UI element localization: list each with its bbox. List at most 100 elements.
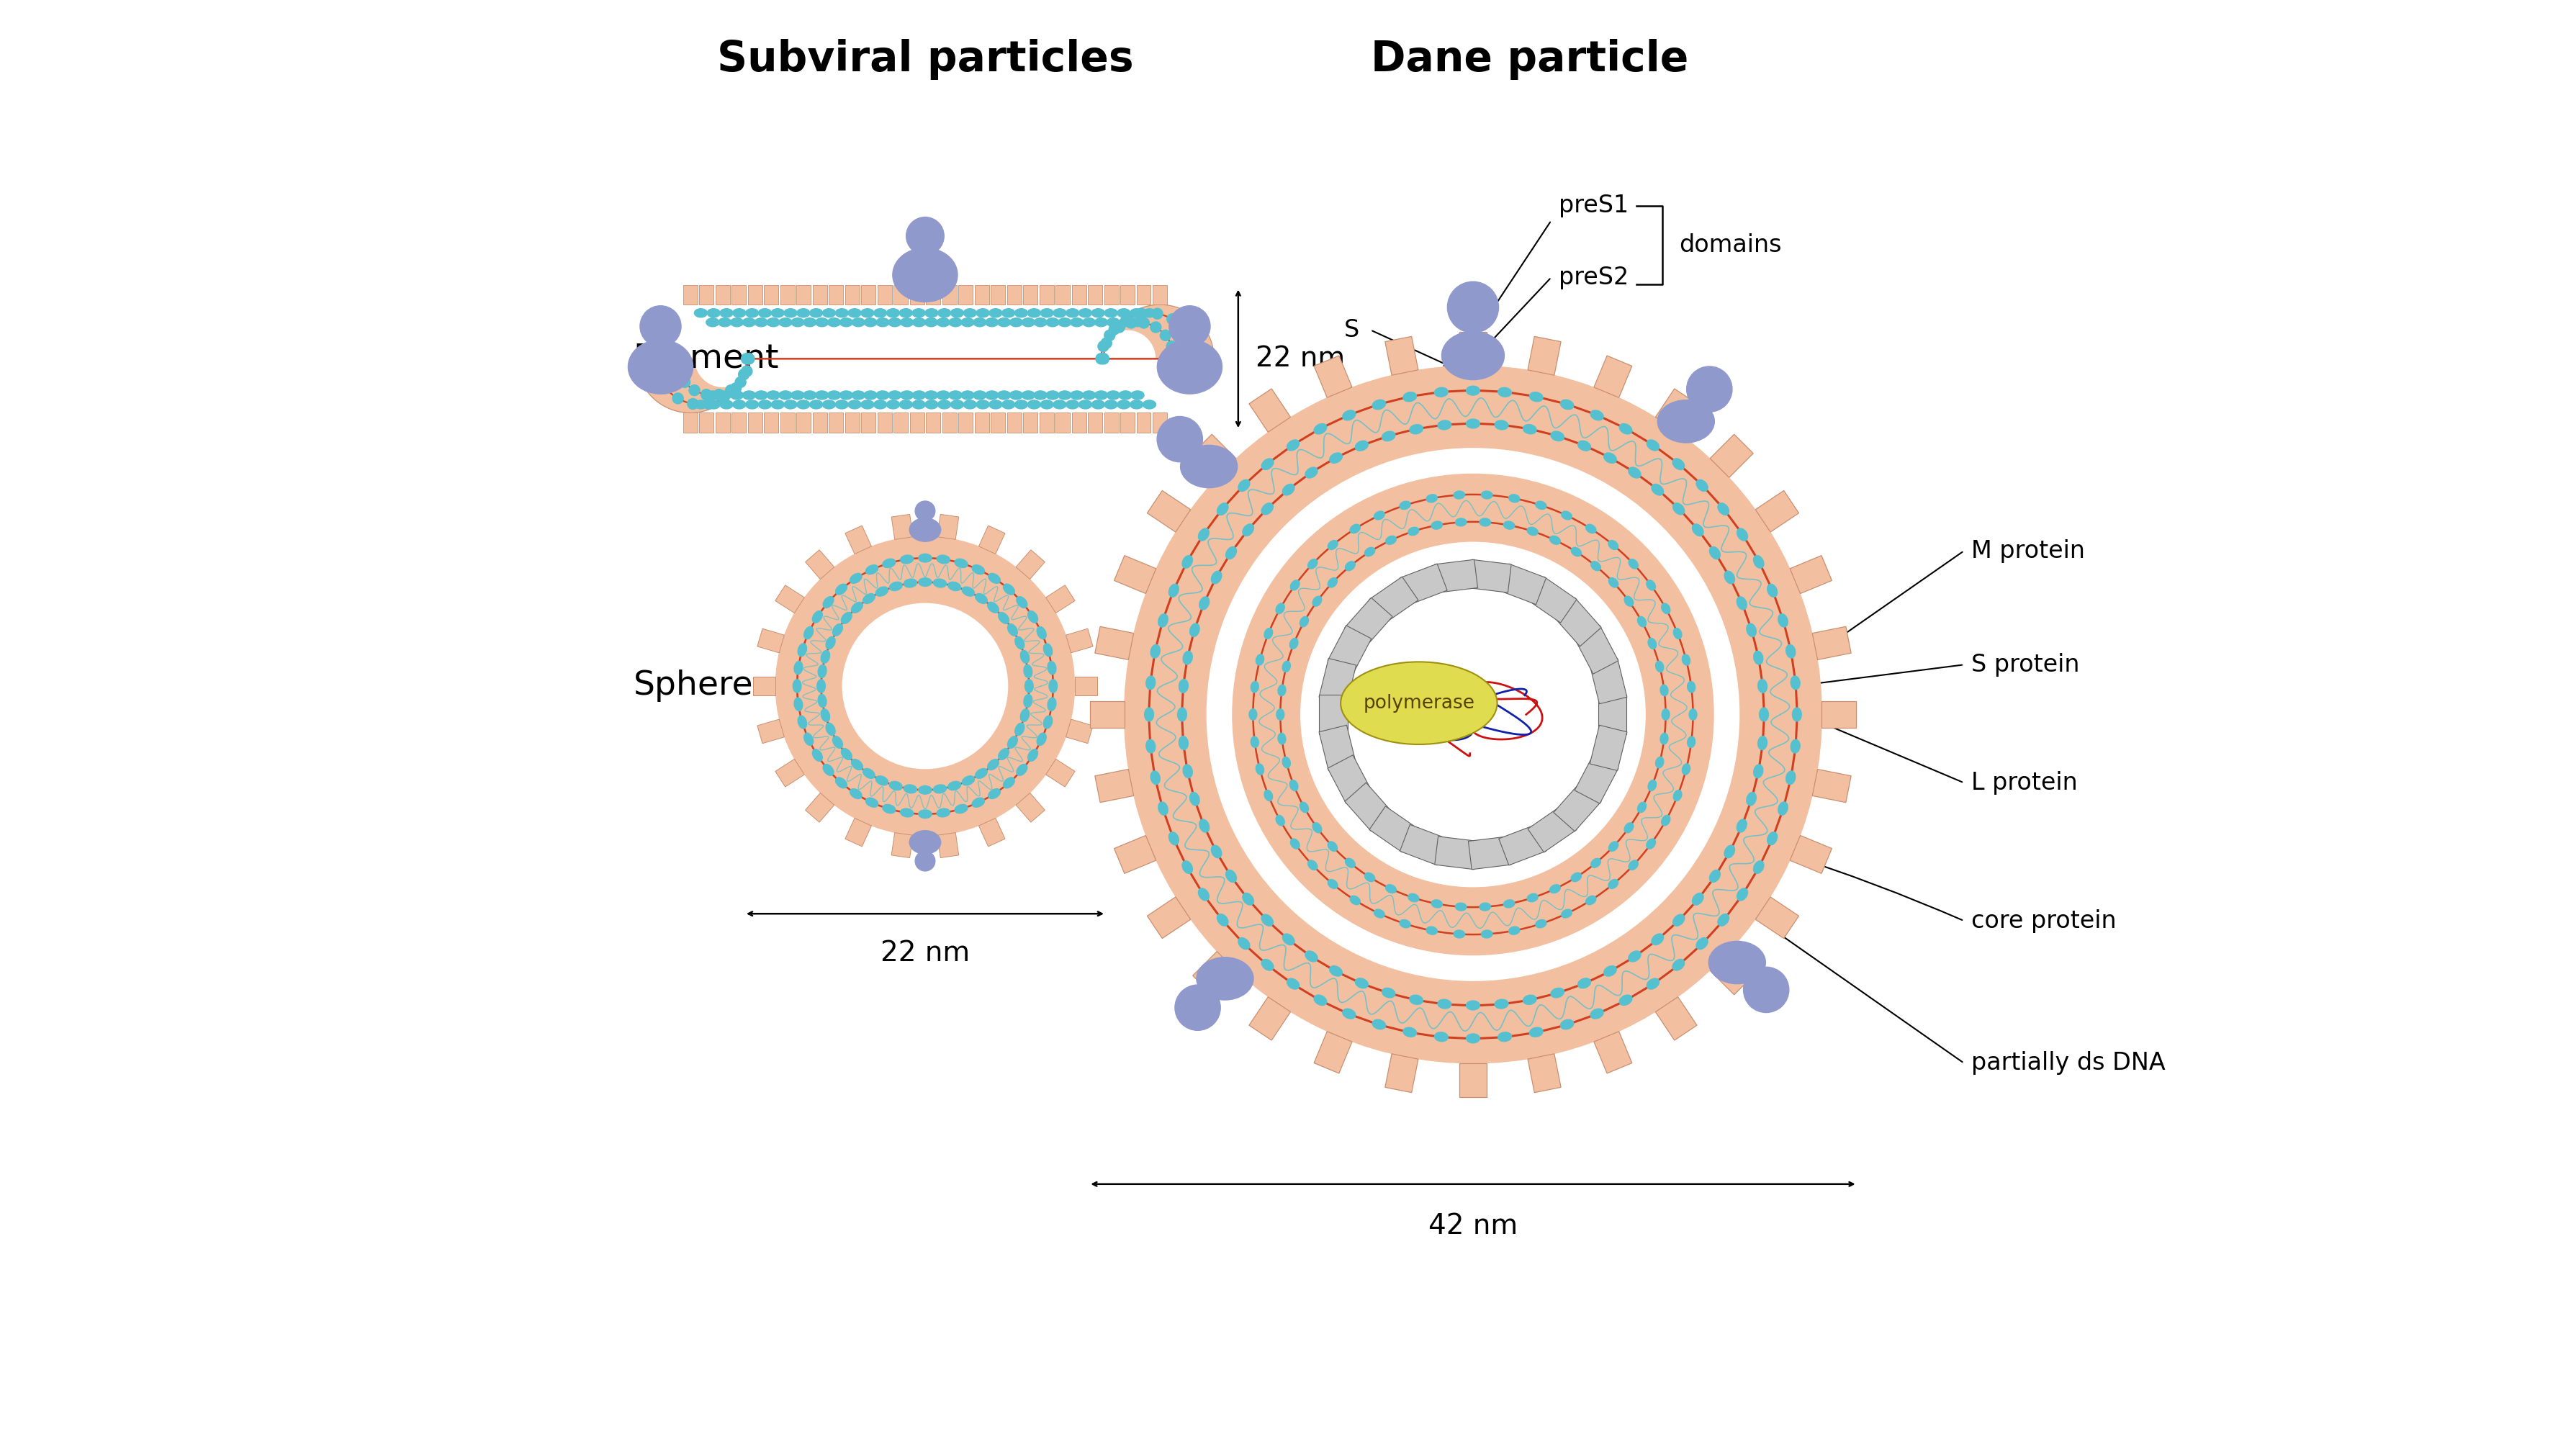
Ellipse shape [1409, 893, 1419, 902]
Ellipse shape [1242, 524, 1255, 536]
Ellipse shape [1291, 839, 1298, 849]
Ellipse shape [1046, 319, 1059, 327]
Polygon shape [1115, 836, 1157, 873]
Ellipse shape [876, 587, 889, 596]
Ellipse shape [1466, 1000, 1479, 1010]
Polygon shape [1574, 755, 1618, 803]
Ellipse shape [1146, 676, 1154, 690]
Circle shape [907, 217, 943, 254]
Polygon shape [1105, 284, 1118, 304]
Ellipse shape [799, 643, 806, 656]
Ellipse shape [1747, 792, 1757, 806]
Ellipse shape [1257, 654, 1265, 666]
Ellipse shape [1131, 319, 1144, 327]
Ellipse shape [866, 564, 878, 574]
Ellipse shape [1785, 644, 1795, 657]
Ellipse shape [1306, 467, 1316, 479]
Polygon shape [1595, 1032, 1633, 1073]
Ellipse shape [778, 319, 791, 327]
Ellipse shape [902, 809, 914, 817]
Ellipse shape [1561, 1019, 1574, 1029]
Polygon shape [1499, 825, 1546, 866]
Ellipse shape [1528, 893, 1538, 902]
Ellipse shape [770, 400, 783, 409]
Ellipse shape [956, 805, 969, 813]
Ellipse shape [1587, 524, 1597, 533]
Ellipse shape [1628, 950, 1641, 962]
Ellipse shape [1504, 900, 1515, 907]
Ellipse shape [791, 392, 804, 400]
Ellipse shape [1043, 716, 1054, 729]
Ellipse shape [1656, 757, 1664, 767]
Ellipse shape [876, 776, 889, 786]
Ellipse shape [889, 782, 902, 790]
Ellipse shape [1522, 995, 1535, 1005]
Polygon shape [1007, 284, 1020, 304]
Circle shape [742, 366, 752, 377]
Ellipse shape [1151, 644, 1159, 657]
Ellipse shape [1646, 440, 1659, 450]
Ellipse shape [961, 587, 974, 596]
Ellipse shape [629, 340, 693, 394]
Ellipse shape [1023, 664, 1033, 677]
Ellipse shape [850, 602, 863, 613]
Polygon shape [732, 413, 747, 433]
Ellipse shape [1028, 309, 1041, 317]
Ellipse shape [1329, 966, 1342, 976]
Circle shape [1159, 330, 1172, 340]
Polygon shape [894, 284, 907, 304]
Ellipse shape [1651, 484, 1664, 496]
Text: Sphere: Sphere [634, 670, 752, 702]
Ellipse shape [1275, 603, 1285, 613]
Ellipse shape [1571, 873, 1582, 882]
Ellipse shape [1072, 319, 1084, 327]
Circle shape [649, 353, 659, 364]
Ellipse shape [1754, 765, 1762, 777]
Ellipse shape [1023, 694, 1033, 707]
Ellipse shape [1649, 639, 1656, 649]
Ellipse shape [1257, 763, 1265, 775]
Ellipse shape [1710, 547, 1721, 559]
Ellipse shape [1386, 536, 1396, 544]
Ellipse shape [1674, 629, 1682, 639]
Ellipse shape [850, 789, 863, 799]
Ellipse shape [1309, 860, 1316, 870]
Polygon shape [992, 413, 1005, 433]
Ellipse shape [1646, 580, 1656, 590]
Circle shape [739, 369, 750, 380]
Circle shape [1167, 342, 1177, 352]
Ellipse shape [1638, 802, 1646, 813]
Ellipse shape [1182, 765, 1193, 777]
Ellipse shape [1200, 819, 1208, 832]
Polygon shape [1056, 284, 1069, 304]
Ellipse shape [719, 319, 732, 327]
Ellipse shape [799, 716, 806, 729]
Ellipse shape [1043, 643, 1054, 656]
Circle shape [701, 389, 711, 400]
Ellipse shape [1610, 842, 1618, 852]
Polygon shape [1814, 626, 1852, 660]
Text: preS1: preS1 [1558, 194, 1628, 217]
Ellipse shape [1177, 707, 1188, 722]
Ellipse shape [793, 679, 801, 693]
Ellipse shape [974, 392, 987, 400]
Circle shape [1097, 353, 1110, 364]
Polygon shape [1656, 997, 1698, 1040]
Ellipse shape [757, 309, 770, 317]
Ellipse shape [999, 612, 1010, 623]
Ellipse shape [1079, 400, 1092, 409]
Ellipse shape [956, 559, 969, 567]
Ellipse shape [1265, 790, 1273, 800]
Ellipse shape [1010, 392, 1023, 400]
Ellipse shape [1002, 309, 1015, 317]
Ellipse shape [971, 564, 984, 574]
Polygon shape [781, 413, 793, 433]
Ellipse shape [811, 749, 822, 762]
Ellipse shape [1610, 577, 1618, 587]
Ellipse shape [894, 247, 958, 302]
Ellipse shape [1427, 494, 1437, 503]
Polygon shape [1023, 284, 1038, 304]
Ellipse shape [1672, 459, 1685, 470]
Ellipse shape [1455, 519, 1466, 526]
Polygon shape [1710, 952, 1754, 995]
